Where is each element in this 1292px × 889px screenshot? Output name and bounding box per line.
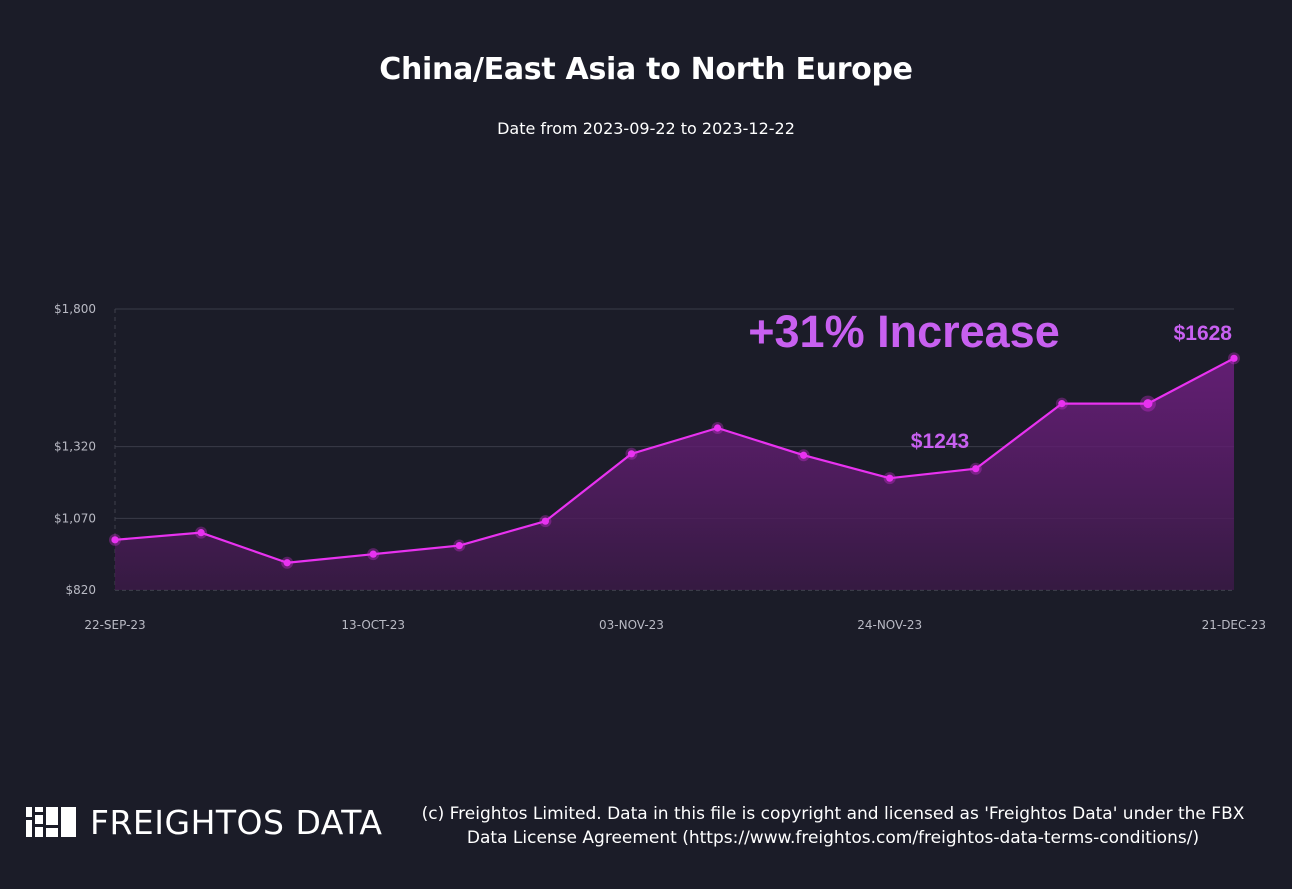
data-point: [539, 515, 552, 528]
data-point: [109, 533, 121, 546]
data-point: [367, 548, 380, 561]
data-point: [1228, 352, 1240, 365]
data-point: [797, 449, 810, 462]
data-point-dot: [455, 541, 463, 550]
data-point: [453, 539, 466, 552]
data-point-dot: [972, 465, 980, 473]
x-tick-label: 21-DEC-23: [1202, 618, 1266, 632]
data-point-dot: [886, 474, 894, 482]
area-fill-path: [115, 358, 1234, 590]
data-point-dot: [1230, 354, 1238, 362]
data-point-dot: [713, 424, 722, 432]
chart-title: China/East Asia to North Europe: [379, 52, 913, 87]
data-point: [711, 421, 724, 434]
x-axis-ticks: 22-SEP-23 13-OCT-23 03-NOV-23 24-NOV-23 21-D…: [84, 618, 1266, 632]
data-point: [195, 526, 208, 539]
y-tick-label: $1,800: [54, 302, 96, 316]
price-annotation-1243: $1243: [911, 430, 969, 453]
area-fill: [115, 358, 1234, 590]
freightos-logo-icon: [26, 807, 76, 837]
chart-subtitle: Date from 2023-09-22 to 2023-12-22: [497, 119, 795, 138]
y-tick-label: $1,320: [54, 440, 96, 454]
logo-text: FREIGHTOS DATA: [90, 802, 383, 842]
data-point: [969, 462, 982, 475]
data-point-dot: [800, 451, 808, 459]
data-point-dot: [197, 529, 205, 537]
data-point-dot: [369, 550, 377, 558]
copyright-notice: (c) Freightos Limited. Data in this file…: [421, 804, 1245, 848]
annotations: +31% Increase $1243 $1628: [748, 306, 1232, 453]
y-tick-label: $1,070: [54, 511, 96, 525]
data-point-dot: [627, 450, 636, 458]
data-point-dot: [283, 559, 291, 567]
x-tick-label: 13-OCT-23: [341, 618, 405, 632]
x-tick-label: 22-SEP-23: [84, 618, 145, 632]
data-point: [1139, 395, 1156, 412]
data-point-dot: [1143, 399, 1153, 409]
y-axis-ticks: $820 $1,070 $1,320 $1,800: [54, 302, 96, 597]
x-tick-label: 03-NOV-23: [599, 618, 664, 632]
data-point-dot: [111, 536, 119, 544]
data-point-dot: [541, 517, 549, 525]
freightos-logo: FREIGHTOS DATA: [26, 802, 383, 842]
price-annotation-1628: $1628: [1174, 322, 1233, 345]
data-point: [281, 556, 294, 569]
data-point-dot: [1058, 400, 1066, 408]
increase-annotation: +31% Increase: [748, 306, 1059, 357]
series-line-path: [114, 357, 1235, 564]
series-line: [114, 357, 1235, 564]
data-point: [883, 472, 896, 485]
data-points: [109, 352, 1240, 569]
y-tick-label: $820: [65, 583, 96, 597]
data-point: [1055, 397, 1068, 410]
x-tick-label: 24-NOV-23: [857, 618, 922, 632]
data-point: [625, 447, 638, 460]
